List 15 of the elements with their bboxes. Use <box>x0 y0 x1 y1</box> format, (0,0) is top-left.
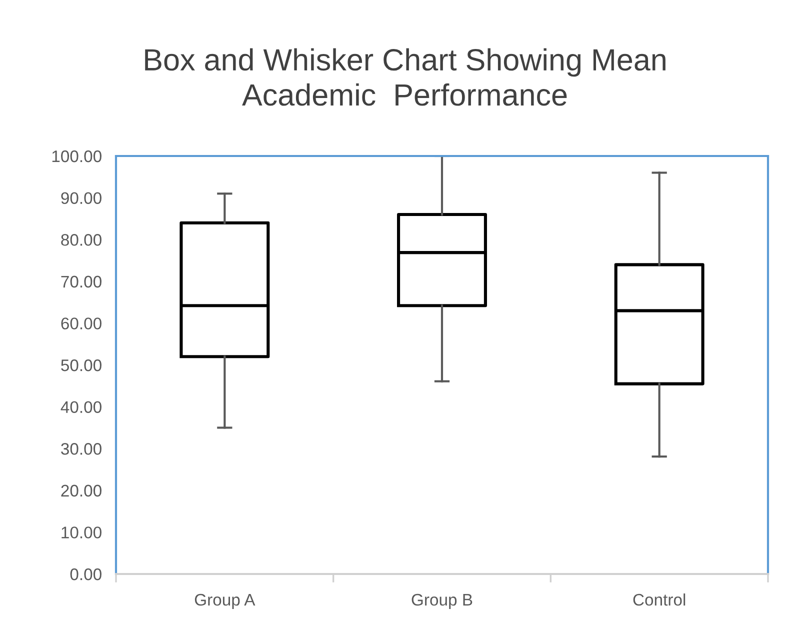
y-tick-label: 70.00 <box>61 276 102 288</box>
x-tick-label: Control <box>633 593 686 606</box>
y-tick-label: 0.00 <box>70 568 102 580</box>
y-tick-label: 100.00 <box>52 150 102 162</box>
x-tick-label: Group B <box>412 594 472 609</box>
y-tick-label: 50.00 <box>61 359 102 372</box>
y-tick-label: 30.00 <box>61 443 102 455</box>
y-tick-label: 20.00 <box>61 484 102 497</box>
y-tick-label: 40.00 <box>60 401 102 414</box>
chart-title: Box and Whisker Chart Showing Mean Academic Performance <box>145 48 666 106</box>
y-tick-label: 90.00 <box>61 192 102 204</box>
y-tick-label: 60.00 <box>61 318 102 330</box>
x-tick-label: Group A <box>194 594 256 609</box>
y-tick-label: 80.00 <box>61 234 102 246</box>
y-tick-label: 10.00 <box>62 526 102 538</box>
